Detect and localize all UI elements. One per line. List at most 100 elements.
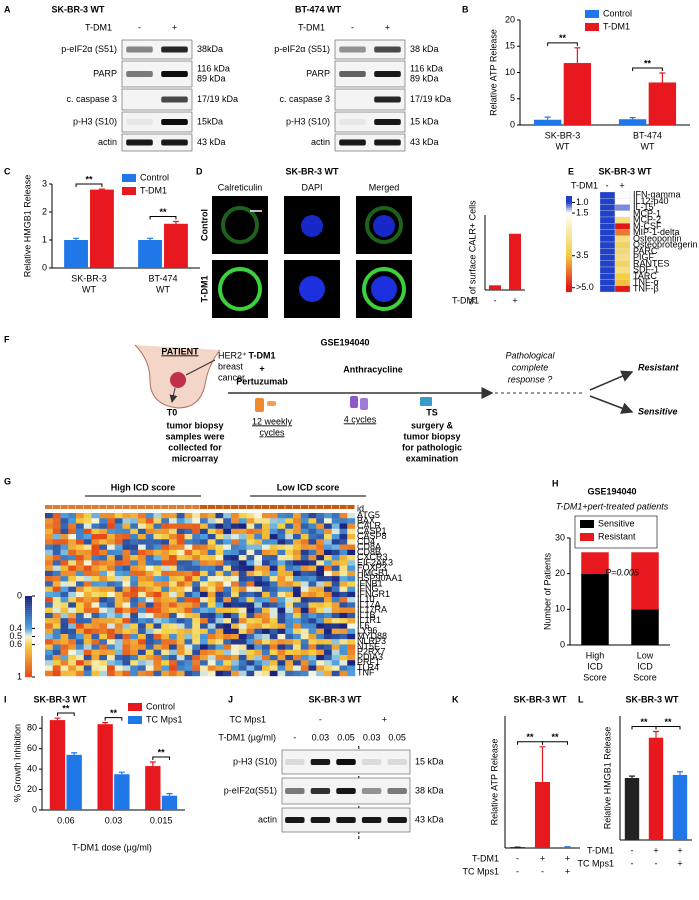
heat-cell — [83, 518, 92, 524]
size-label: 38kDa — [197, 44, 223, 54]
heat-cell — [308, 586, 317, 593]
heat-cell — [169, 576, 177, 582]
heat-cell — [300, 513, 309, 519]
heat-cell — [231, 513, 239, 519]
error-bar — [544, 116, 551, 120]
heat-cell — [262, 639, 270, 645]
colorbar-step — [566, 250, 572, 253]
heat-cell — [215, 576, 224, 582]
heat-cell — [269, 513, 278, 519]
legend-swatch — [580, 520, 594, 528]
colorbar-step — [566, 230, 572, 233]
colorbar-step — [25, 654, 32, 657]
heat-cell — [269, 654, 278, 661]
heat-cell — [207, 649, 216, 656]
heat-cell — [231, 607, 239, 614]
colorbar-step — [566, 252, 572, 255]
heat-cell — [285, 639, 294, 645]
blot-title: SK-BR-3 WT — [52, 4, 105, 14]
heat-cell — [316, 549, 325, 556]
colorbar-step — [25, 634, 32, 637]
heat-cell — [300, 523, 309, 529]
heat-cell — [254, 591, 263, 598]
heat-cell — [300, 560, 309, 566]
heat-cell — [161, 665, 170, 671]
heat-cell — [107, 654, 115, 661]
bar — [64, 240, 88, 268]
heat-cell — [122, 528, 131, 535]
heat-cell — [285, 549, 294, 556]
heat-cell — [347, 591, 356, 598]
heat-cell — [223, 518, 232, 524]
heat-cell — [130, 612, 139, 619]
colorbar-step — [566, 274, 572, 277]
lane-label: + — [385, 22, 390, 32]
heat-cell — [285, 570, 294, 577]
heat-cell — [130, 649, 139, 656]
heat-cell — [223, 633, 232, 640]
heat-cell — [215, 670, 224, 677]
heat-cell — [293, 539, 301, 545]
heat-cell — [308, 565, 317, 572]
heat-cell — [122, 544, 131, 551]
heat-cell — [192, 639, 201, 645]
colorbar-step — [25, 626, 32, 629]
heat-cell — [76, 528, 84, 535]
heat-cell — [145, 586, 154, 593]
heat-cell — [238, 518, 247, 524]
size-label: 116 kDa — [410, 63, 443, 73]
heat-cell — [207, 644, 216, 650]
colorbar-step — [25, 628, 32, 631]
heat-cell — [262, 544, 270, 551]
heat-cell — [324, 649, 332, 656]
heat-cell — [107, 576, 115, 582]
heat-cell — [184, 560, 193, 566]
gene-label: IL6 — [357, 620, 370, 630]
heat-cell — [176, 555, 185, 561]
band — [126, 119, 153, 125]
x-tick-label: BT-474 — [148, 273, 177, 283]
heat-cell — [192, 544, 201, 551]
heat-cell — [262, 628, 270, 635]
heat-cell — [231, 612, 239, 619]
heat-cell — [161, 597, 170, 603]
heat-cell — [169, 654, 177, 661]
heat-cell — [347, 623, 356, 629]
heat-cell — [269, 612, 278, 619]
heat-cell — [223, 565, 232, 572]
heat-cell — [246, 639, 255, 645]
heat-cell — [223, 644, 232, 650]
blot-box — [121, 88, 193, 111]
heat-cell — [238, 539, 247, 545]
heat-cell — [308, 570, 317, 577]
heat-cell — [316, 654, 325, 661]
label: surgery & — [411, 420, 454, 430]
heat-cell — [169, 555, 177, 561]
heat-cell — [45, 591, 53, 598]
heat-cell — [254, 654, 263, 661]
heat-cell — [277, 623, 286, 629]
heat-cell — [60, 534, 69, 540]
heat-cell — [107, 581, 115, 587]
colorbar-step — [566, 284, 572, 287]
heat-cell — [184, 665, 193, 671]
colorbar-step — [566, 228, 572, 231]
heat-cell — [238, 607, 247, 614]
heat-cell — [339, 649, 348, 656]
heat-cell — [246, 518, 255, 524]
heat-cell — [277, 660, 286, 666]
heat-cell — [300, 628, 309, 635]
heat-cell — [83, 623, 92, 629]
colorbar-step — [566, 198, 572, 201]
y-tick-label: 20 — [505, 14, 515, 24]
heat-cell — [138, 555, 146, 561]
heat-cell — [76, 539, 84, 545]
colorbar-step — [25, 644, 32, 647]
heat-cell — [223, 654, 232, 661]
blot-box — [121, 39, 193, 60]
bracket — [75, 183, 103, 188]
x-tick-label: 0.03 — [105, 815, 123, 825]
heat-cell — [238, 639, 247, 645]
size-label: 15kDa — [197, 116, 223, 126]
label: Control — [199, 209, 209, 241]
